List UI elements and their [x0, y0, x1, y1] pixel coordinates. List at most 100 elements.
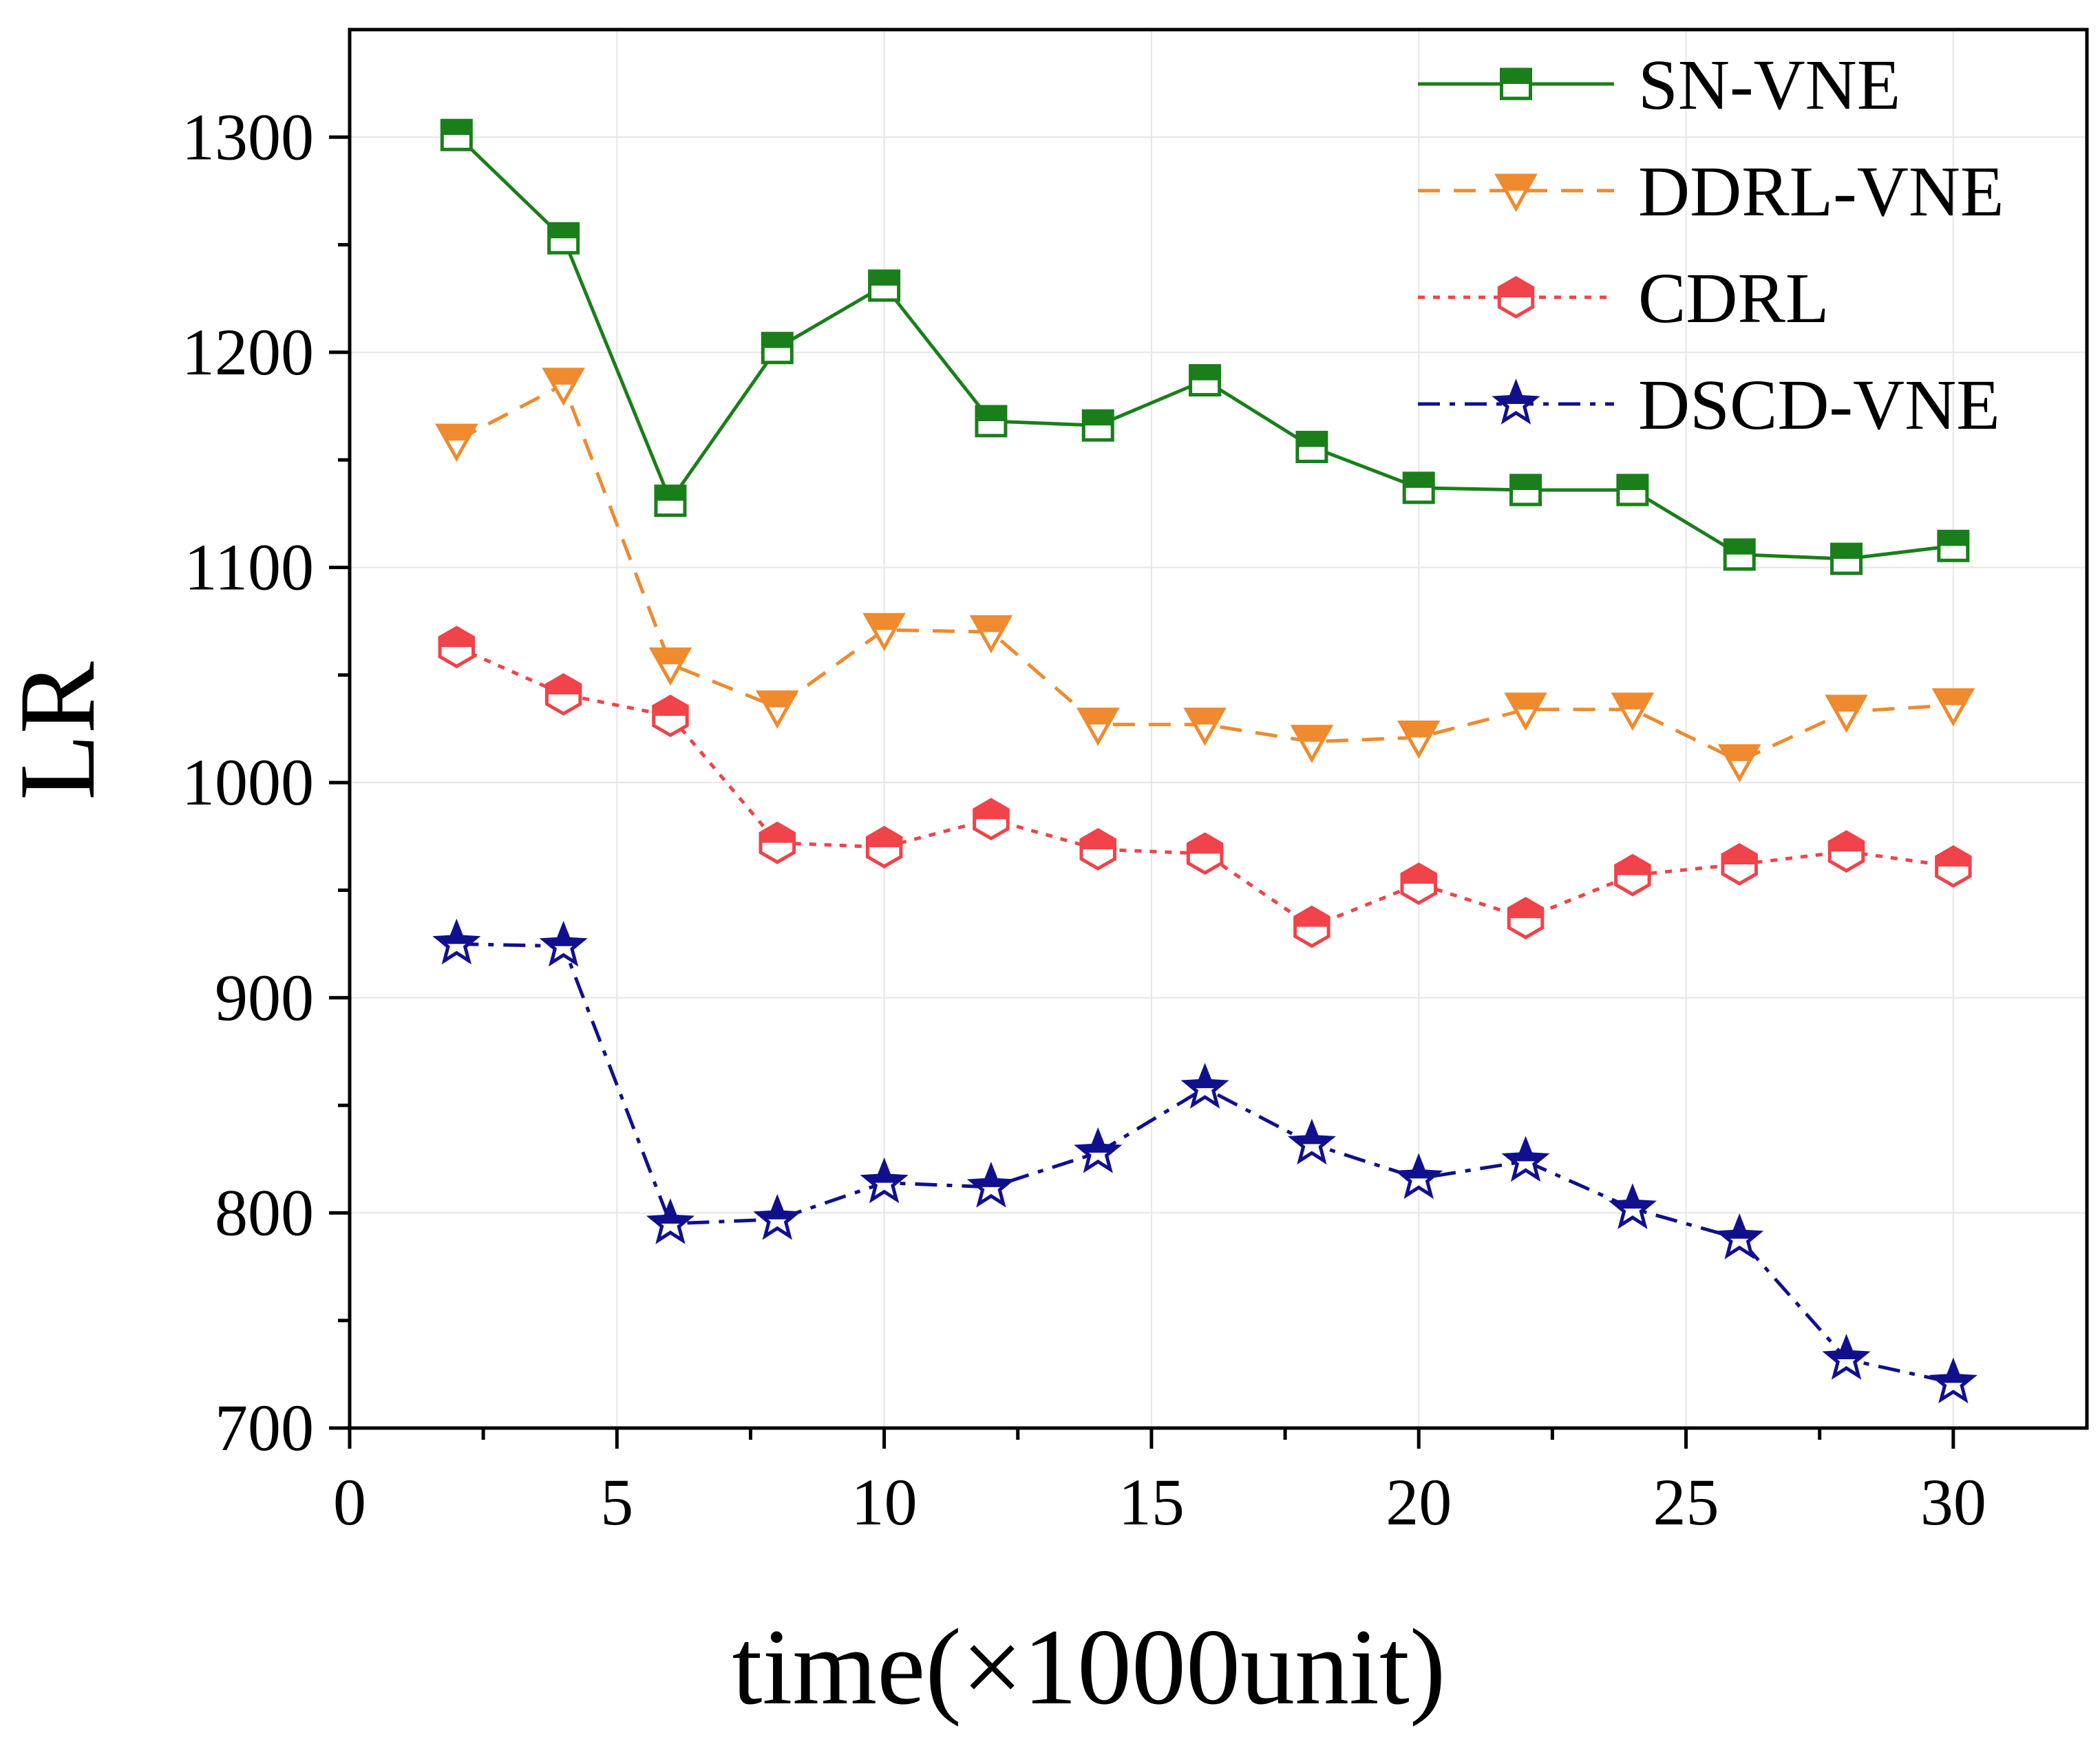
marker-fill [1826, 1338, 1867, 1359]
marker-fill [1499, 278, 1533, 297]
legend-item-sn-vne: SN-VNE [1418, 45, 1900, 125]
data-point [1400, 862, 1437, 905]
marker-fill [1936, 847, 1971, 867]
data-point [759, 821, 796, 864]
plot-frame [348, 28, 2089, 1430]
data-point [1293, 905, 1330, 948]
data-point [1079, 828, 1117, 871]
series-cdrl [438, 626, 1972, 948]
ticks: 0 5 10 15 20 25 30 700 800 900 1000 1100 1200 1300 [182, 100, 1986, 1539]
marker-fill [1719, 1217, 1759, 1239]
marker-fill [1933, 1362, 1973, 1383]
legend-item-ddrl-vne: DDRL-VNE [1418, 152, 2004, 231]
marker-fill [1292, 1123, 1332, 1145]
marker-fill [651, 649, 689, 665]
marker-fill [1293, 726, 1330, 742]
marker-fill [650, 1203, 690, 1224]
data-point [1611, 692, 1655, 731]
marker-fill [1725, 540, 1754, 555]
marker-fill [544, 369, 582, 385]
y-tick-label: 1200 [182, 315, 314, 389]
data-point [654, 485, 687, 518]
marker-fill [1829, 832, 1863, 852]
marker-fill [869, 271, 899, 286]
marker-fill [655, 486, 685, 501]
marker-fill [972, 617, 1010, 632]
marker-fill [1501, 70, 1531, 84]
marker-fill [976, 406, 1006, 421]
data-point [1717, 744, 1761, 782]
marker-fill [1079, 709, 1117, 725]
y-tick-label: 900 [215, 961, 314, 1034]
data-point [1721, 843, 1758, 886]
marker-fill [1190, 365, 1220, 381]
y-tick-label: 1100 [184, 531, 314, 604]
marker-fill [1399, 1158, 1439, 1179]
series-ddrl-vne [435, 368, 1975, 782]
legend-label: DDRL-VNE [1638, 152, 2004, 231]
data-point [438, 626, 476, 669]
legend-label: SN-VNE [1638, 45, 1900, 125]
marker-fill [1506, 1140, 1546, 1162]
marker-fill [1400, 722, 1438, 738]
data-point [1501, 1136, 1550, 1182]
data-point [1616, 473, 1649, 507]
y-tick-label: 1000 [182, 745, 314, 819]
grid [350, 30, 2087, 1428]
marker-fill [1613, 1188, 1653, 1209]
data-point [1614, 853, 1651, 897]
data-point [973, 798, 1010, 841]
series-dscd-vne [432, 918, 1977, 1404]
marker-fill [763, 333, 792, 348]
data-point [761, 332, 794, 365]
axes [348, 28, 2089, 1430]
data-point [756, 690, 799, 729]
marker-fill [867, 827, 901, 847]
data-point [868, 269, 901, 302]
marker-fill [971, 1166, 1011, 1187]
data-point [966, 1162, 1015, 1208]
data-point [646, 1198, 695, 1244]
data-point [1076, 707, 1120, 746]
marker-fill [653, 696, 688, 716]
data-point [652, 694, 689, 738]
marker-fill [1618, 475, 1647, 490]
legend-item-cdrl: CDRL [1418, 259, 1829, 338]
y-tick-label: 800 [215, 1175, 314, 1249]
marker-fill [547, 674, 580, 694]
y-tick-label: 1300 [182, 100, 314, 173]
x-axis-label: time(×1000unit) [732, 1607, 1446, 1727]
marker-fill [1509, 899, 1542, 919]
marker-fill [1185, 1067, 1225, 1089]
data-point [1081, 409, 1114, 442]
data-point [1189, 364, 1222, 397]
data-point [975, 405, 1008, 438]
marker-fill [1404, 473, 1434, 488]
data-point [1402, 471, 1435, 504]
marker-fill [759, 692, 796, 707]
data-point [544, 673, 582, 716]
series-layer [432, 118, 1977, 1404]
data-point [1825, 694, 1868, 734]
x-tick-label: 25 [1653, 1465, 1719, 1539]
x-tick-label: 30 [1920, 1465, 1986, 1539]
marker-fill [974, 800, 1008, 820]
marker-fill [1615, 855, 1650, 875]
marker-fill [1078, 1131, 1118, 1153]
y-axis-label: LR [0, 661, 118, 800]
legend-item-dscd-vne: DSCD-VNE [1418, 365, 2000, 445]
data-point [1931, 688, 1975, 727]
marker-fill [1188, 834, 1222, 854]
marker-fill [438, 425, 476, 441]
marker-fill [544, 925, 584, 946]
data-point [1509, 473, 1542, 507]
data-point [1504, 692, 1547, 731]
data-point [1830, 542, 1863, 575]
data-point [1074, 1127, 1123, 1173]
legend-label: DSCD-VNE [1638, 365, 2000, 445]
marker-fill [865, 615, 903, 630]
marker-fill [1511, 475, 1540, 490]
data-point [539, 920, 588, 967]
data-point [1822, 1334, 1871, 1380]
data-point [1180, 1063, 1229, 1109]
